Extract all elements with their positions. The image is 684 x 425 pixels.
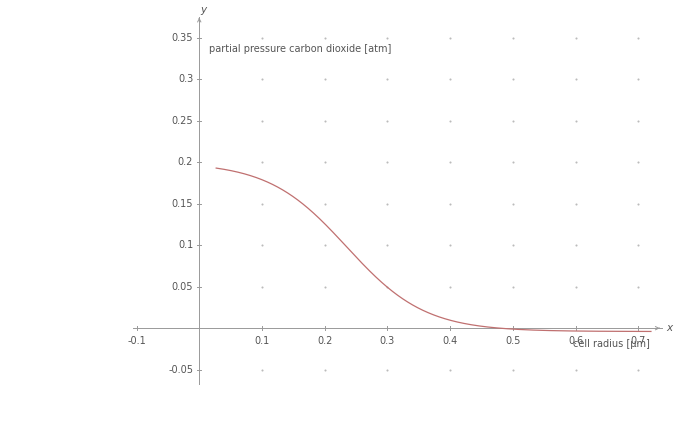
Text: x: x (666, 323, 672, 333)
Text: partial pressure carbon dioxide [atm]: partial pressure carbon dioxide [atm] (209, 44, 391, 54)
Text: 0.7: 0.7 (631, 336, 646, 346)
Text: 0.35: 0.35 (172, 33, 193, 43)
Text: -0.05: -0.05 (168, 365, 193, 375)
Text: 0.2: 0.2 (317, 336, 332, 346)
Text: 0.05: 0.05 (172, 282, 193, 292)
Text: 0.25: 0.25 (172, 116, 193, 126)
Text: 0.3: 0.3 (178, 74, 193, 84)
Text: 0.6: 0.6 (568, 336, 583, 346)
Text: 0.5: 0.5 (505, 336, 521, 346)
Text: cell radius [μm]: cell radius [μm] (573, 339, 649, 349)
Text: 0.2: 0.2 (178, 157, 193, 167)
Text: 0.4: 0.4 (443, 336, 458, 346)
Text: y: y (200, 6, 207, 15)
Text: 0.3: 0.3 (380, 336, 395, 346)
Text: -0.1: -0.1 (127, 336, 146, 346)
Text: 0.1: 0.1 (178, 240, 193, 250)
Text: 0.1: 0.1 (254, 336, 269, 346)
Text: 0.15: 0.15 (172, 199, 193, 209)
